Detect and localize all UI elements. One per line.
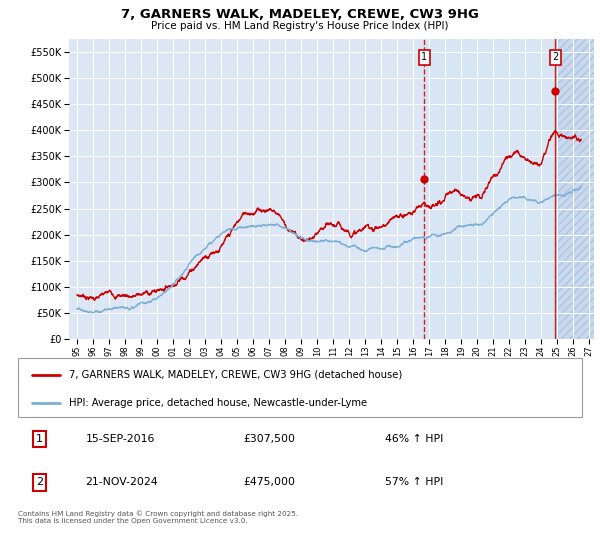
Text: 21-NOV-2024: 21-NOV-2024 [86, 478, 158, 488]
Text: 7, GARNERS WALK, MADELEY, CREWE, CW3 9HG (detached house): 7, GARNERS WALK, MADELEY, CREWE, CW3 9HG… [69, 370, 402, 380]
Text: 46% ↑ HPI: 46% ↑ HPI [385, 434, 443, 444]
Text: Price paid vs. HM Land Registry's House Price Index (HPI): Price paid vs. HM Land Registry's House … [151, 21, 449, 31]
Text: 15-SEP-2016: 15-SEP-2016 [86, 434, 155, 444]
Text: 1: 1 [36, 434, 43, 444]
Text: 7, GARNERS WALK, MADELEY, CREWE, CW3 9HG: 7, GARNERS WALK, MADELEY, CREWE, CW3 9HG [121, 8, 479, 21]
Bar [424, 39, 556, 339]
Text: Contains HM Land Registry data © Crown copyright and database right 2025.
This d: Contains HM Land Registry data © Crown c… [18, 511, 298, 524]
Text: 2: 2 [36, 478, 43, 488]
FancyBboxPatch shape [18, 358, 582, 417]
Text: HPI: Average price, detached house, Newcastle-under-Lyme: HPI: Average price, detached house, Newc… [69, 398, 367, 408]
Text: £475,000: £475,000 [244, 478, 296, 488]
Bar [556, 39, 594, 339]
Text: 2: 2 [553, 53, 559, 62]
Text: 57% ↑ HPI: 57% ↑ HPI [385, 478, 443, 488]
Text: 1: 1 [421, 53, 428, 62]
Text: £307,500: £307,500 [244, 434, 296, 444]
